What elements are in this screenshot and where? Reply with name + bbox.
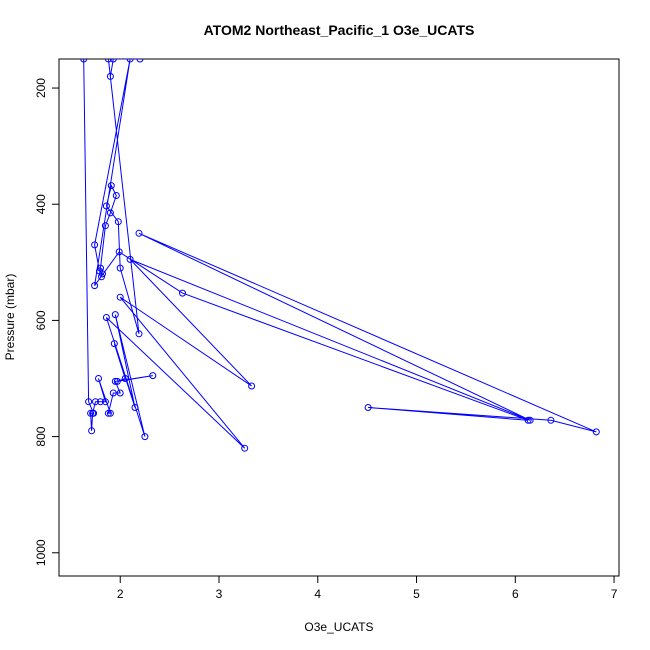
data-point [114,218,122,226]
data-point [104,409,112,417]
data-point [107,182,115,190]
data-point [141,433,149,441]
x-axis-label: O3e_UCATS [304,620,373,634]
plot-frame [58,58,620,577]
data-point [116,264,124,272]
data-point [87,409,95,417]
data-point [248,382,256,390]
y-tick-label: 800 [34,426,48,446]
data-point [113,377,121,385]
data-point [111,377,119,385]
data-point [97,398,104,406]
data-point [592,428,600,436]
data-point [91,282,99,290]
data-point [241,444,249,452]
data-point [102,314,110,321]
x-tick-label: 5 [413,587,420,601]
data-point [115,248,123,256]
x-tick-label: 2 [117,587,124,601]
data-point [136,59,144,63]
data-point [102,202,110,210]
y-axis: 200 400 600 800 1000 [34,78,60,566]
data-point [92,398,99,406]
data-point [91,241,99,249]
y-tick-label: 200 [34,78,48,98]
data-point [88,427,96,435]
data-point [135,330,143,338]
data-point [526,416,534,424]
y-axis-label: Pressure (mbar) [3,274,17,361]
data-point [109,389,117,397]
data-layer [80,59,600,452]
data-point [95,375,102,382]
data-point [98,273,105,281]
series-line [83,59,597,449]
data-point [364,404,372,411]
data-point [116,389,124,397]
data-point [101,222,109,230]
y-tick-label: 400 [34,194,48,214]
data-point [149,372,157,380]
data-point [524,416,532,424]
data-point [126,255,134,263]
data-point [179,289,186,297]
x-tick-label: 4 [314,587,321,601]
x-tick-label: 6 [512,587,519,601]
data-point [101,398,109,406]
data-point [104,59,112,63]
data-point [106,72,114,80]
data-point [126,59,134,63]
data-point [110,340,118,348]
data-point [131,404,139,411]
data-point [89,409,97,417]
y-tick-label: 600 [34,310,48,330]
data-point [135,229,143,237]
data-point [116,293,124,301]
data-point [109,59,117,63]
chart-title: ATOM2 Northeast_Pacific_1 O3e_UCATS [204,22,475,38]
data-point [80,59,88,63]
data-point [112,192,120,199]
data-point [106,209,114,217]
data-point [111,311,119,319]
x-axis: 2 3 4 5 6 7 [117,575,618,601]
y-tick-label: 1000 [34,539,48,566]
data-point [85,398,93,406]
data-point [547,416,555,424]
x-tick-label: 7 [611,587,618,601]
data-point [121,375,129,382]
data-point [97,264,104,272]
data-point [106,409,114,417]
x-tick-label: 3 [216,587,223,601]
